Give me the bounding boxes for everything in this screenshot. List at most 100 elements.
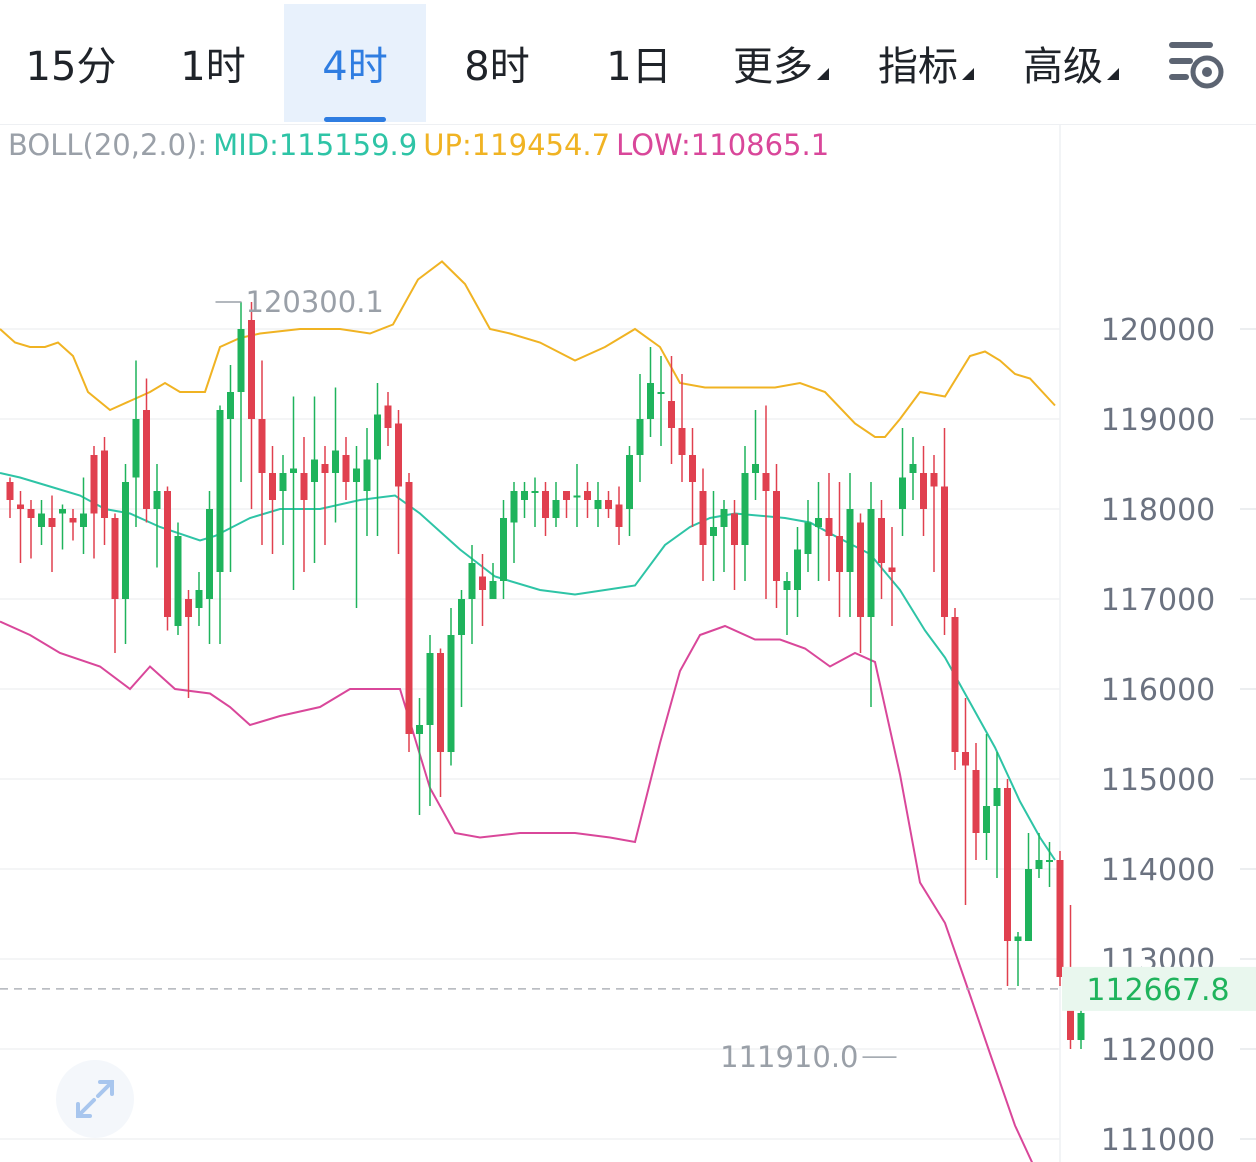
candle-body bbox=[1056, 860, 1064, 977]
expand-arrows-icon bbox=[76, 1080, 114, 1118]
candle-body bbox=[920, 473, 927, 509]
candle-body bbox=[909, 464, 917, 473]
candle-body bbox=[342, 455, 350, 482]
candle-body bbox=[458, 599, 465, 635]
active-tab-indicator bbox=[324, 117, 386, 122]
boll-legend-up: UP:119454.7 bbox=[423, 128, 611, 162]
candle-body bbox=[794, 549, 801, 590]
candle-body bbox=[395, 423, 402, 487]
candle-body bbox=[584, 491, 591, 500]
candle-body bbox=[38, 513, 45, 527]
candle-body bbox=[573, 495, 581, 498]
candle-body bbox=[773, 491, 780, 581]
boll-lower-line bbox=[0, 620, 1034, 1162]
y-tick-label: 114000 bbox=[1101, 853, 1216, 888]
candle-body bbox=[384, 405, 392, 428]
price-chart[interactable]: 120000 119000 118000 117000 116000 115000 1140… bbox=[0, 124, 1256, 1162]
candle-body bbox=[731, 513, 738, 545]
candle-body bbox=[122, 482, 129, 599]
tab-label: 指标 bbox=[878, 44, 958, 90]
candle-body bbox=[237, 329, 245, 392]
candle-body bbox=[206, 509, 213, 599]
candle-body bbox=[605, 500, 612, 509]
candle-body bbox=[626, 455, 633, 509]
candle-body bbox=[1025, 869, 1032, 941]
candle-body bbox=[552, 500, 560, 518]
candle-body bbox=[636, 419, 644, 455]
candle-body bbox=[647, 383, 654, 419]
tab-0[interactable]: 15分 bbox=[0, 4, 142, 122]
candle-body bbox=[983, 806, 990, 833]
candle-body bbox=[878, 518, 885, 563]
tab-label: 更多 bbox=[733, 44, 813, 90]
max-price-label: 120300.1 bbox=[246, 285, 384, 319]
tab-4[interactable]: 1日 bbox=[568, 4, 710, 122]
candle-body bbox=[426, 653, 434, 725]
candle-body bbox=[930, 473, 938, 487]
candle-body bbox=[710, 527, 717, 536]
candle-body bbox=[668, 401, 675, 428]
candle-body bbox=[69, 518, 77, 523]
candle-body bbox=[531, 491, 539, 493]
dropdown-caret-icon bbox=[817, 68, 829, 80]
candle-body bbox=[269, 473, 276, 500]
candle-body bbox=[27, 509, 35, 518]
candle-body bbox=[615, 504, 623, 527]
boll-legend-low: LOW:110865.1 bbox=[616, 128, 830, 162]
y-tick-label: 115000 bbox=[1101, 763, 1216, 798]
tab-7[interactable]: 高级 bbox=[1000, 4, 1142, 122]
candle-body bbox=[258, 419, 266, 473]
boll-upper-line bbox=[0, 260, 1056, 438]
tab-label: 1时 bbox=[180, 44, 246, 90]
candle-body bbox=[500, 518, 507, 581]
candle-body bbox=[815, 518, 822, 527]
candle-body bbox=[699, 491, 707, 545]
candle-body bbox=[542, 491, 549, 518]
expand-button[interactable] bbox=[56, 1060, 134, 1138]
candle-body bbox=[153, 491, 161, 509]
candle-body bbox=[332, 450, 339, 473]
candle-body bbox=[174, 536, 182, 626]
candle-body bbox=[972, 770, 980, 833]
candle-body bbox=[783, 581, 791, 590]
y-tick-label: 119000 bbox=[1101, 403, 1216, 438]
tab-2[interactable]: 4时 bbox=[284, 4, 426, 122]
candle-body bbox=[563, 491, 570, 500]
candle-body bbox=[857, 522, 864, 617]
candle-body bbox=[657, 392, 665, 394]
y-tick-label: 120000 bbox=[1101, 313, 1216, 348]
tab-label: 15分 bbox=[25, 44, 117, 90]
y-tick-label: 111000 bbox=[1101, 1123, 1216, 1158]
candle-body bbox=[867, 509, 875, 617]
candle-body bbox=[143, 410, 150, 509]
tab-1[interactable]: 1时 bbox=[142, 4, 284, 122]
min-price-label: 111910.0 bbox=[720, 1040, 858, 1074]
candle-body bbox=[195, 590, 203, 608]
candle-body bbox=[689, 455, 696, 482]
candle-body bbox=[962, 752, 969, 766]
candle-body bbox=[741, 473, 749, 545]
candle-body bbox=[227, 392, 234, 419]
boll-legend-mid: MID:115159.9 bbox=[213, 128, 418, 162]
candle-body bbox=[1077, 1013, 1085, 1040]
tab-label: 8时 bbox=[464, 44, 530, 90]
candle-body bbox=[6, 482, 14, 500]
candle-body bbox=[1014, 936, 1022, 941]
candle-body bbox=[185, 599, 192, 617]
candle-body bbox=[353, 468, 360, 482]
candle-body bbox=[437, 653, 444, 752]
candle-body bbox=[479, 576, 486, 590]
tab-3[interactable]: 8时 bbox=[426, 4, 568, 122]
tab-6[interactable]: 指标 bbox=[855, 4, 997, 122]
candle-body bbox=[111, 518, 119, 599]
chart-settings-icon[interactable] bbox=[1165, 38, 1229, 94]
candle-body bbox=[899, 477, 906, 509]
timeframe-tabbar: 15分 1时 4时 8时 1日 更多 指标 高级 bbox=[0, 0, 1256, 125]
candle-body bbox=[416, 725, 423, 734]
current-price-label: 112667.8 bbox=[1086, 973, 1229, 1008]
candle-body bbox=[468, 563, 476, 599]
candle-body bbox=[888, 567, 896, 572]
candle-body bbox=[804, 522, 812, 554]
candle-body bbox=[321, 464, 329, 473]
tab-5[interactable]: 更多 bbox=[710, 4, 852, 122]
